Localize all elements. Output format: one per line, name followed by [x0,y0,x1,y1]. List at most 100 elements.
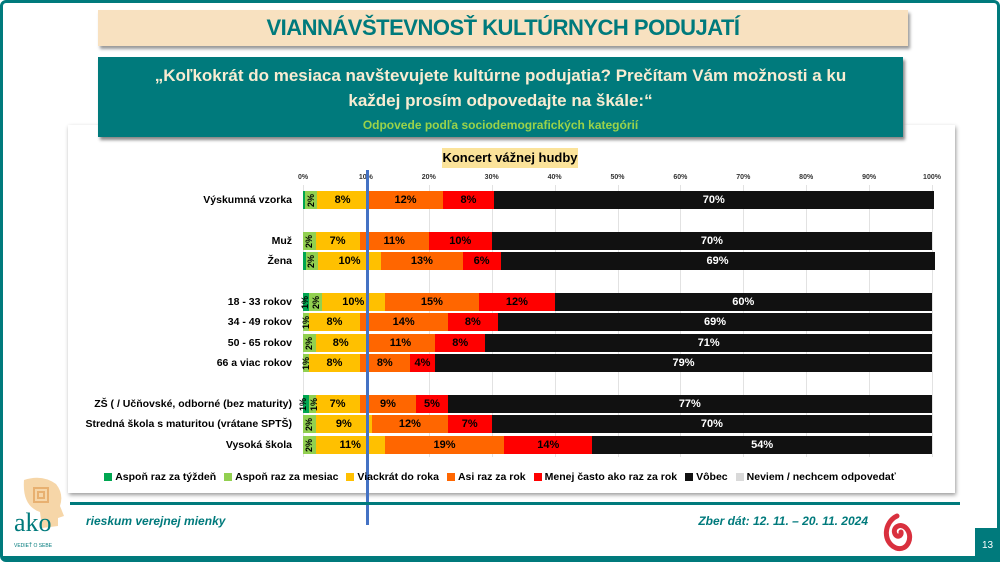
x-tick-label: 50% [610,174,625,181]
legend-swatch [533,473,542,481]
bar-segment [303,313,310,331]
bar-segment [309,395,316,413]
legend-swatch [104,473,113,481]
legend-label: Neviem / nechcem odpovedať [746,471,896,483]
x-tick-label: 70% [736,174,751,181]
legend-item: Asi raz za rok [446,471,526,483]
ako-logo-subtitle: VEDIEŤ O SEBE [14,543,53,549]
bar-segment [305,252,319,270]
ako-head-logo-icon [23,477,64,528]
category-label: 18 - 33 rokov [227,296,292,308]
bar-segment [303,334,316,352]
bar-segment [372,415,448,433]
bar-segment [359,354,410,372]
bar-segment [359,313,448,331]
reference-line [366,170,369,525]
footer-divider [70,502,960,505]
bar-segment [315,334,366,352]
bar-segment [435,354,932,372]
bar-segment [315,415,373,433]
bar-segment [462,252,501,270]
footer-date: Zber dát: 12. 11. – 20. 11. 2024 [698,514,868,528]
bar-segment [317,191,368,209]
chart-title: Koncert vážnej hudby [442,148,578,168]
category-label: 66 a viac rokov [216,357,292,369]
bar-segment [497,313,932,331]
x-tick-label: 100% [923,174,941,181]
legend-swatch [685,473,694,481]
bar-segment [359,395,417,413]
category-label: Výskumná vzorka [203,194,292,206]
legend-swatch [346,473,355,481]
x-tick-label: 60% [673,174,688,181]
x-tick-label: 10% [359,174,373,181]
x-tick-label: 30% [484,174,499,181]
bar-segment [384,436,505,454]
bar-segment [315,232,360,250]
bar-segment [309,354,360,372]
category-label: ZŠ ( / Učňovské, odborné (bez maturity) [94,398,292,410]
bar-segment [500,252,935,270]
spiral-logo-icon [883,513,913,552]
legend-item: Vôbec [685,471,728,483]
legend-label: Asi raz za rok [457,471,526,483]
bar-segment [315,436,385,454]
page-number: 13 [975,528,1000,562]
bar-segment [303,415,316,433]
bar-segment [303,232,316,250]
legend-item: Neviem / nechcem odpovedať [735,471,896,483]
bar-segment [479,293,555,311]
bar-segment [380,252,463,270]
bar-segment [491,232,932,250]
bar-segment [409,354,436,372]
bar-segment [493,191,934,209]
bar-segment [309,313,360,331]
bar-segment [303,293,310,311]
bar-segment [359,232,429,250]
bar-segment [303,191,305,209]
legend-swatch [735,473,744,481]
legend-label: Vôbec [696,471,728,483]
category-label: 34 - 49 rokov [227,316,292,328]
bar-segment [428,232,492,250]
legend-swatch [224,473,233,481]
ako-logo-text: ako [14,508,52,537]
category-label: Stredná škola s maturitou (vrátane SPTŠ) [85,418,292,430]
bar-segment [309,293,322,311]
bar-segment [365,334,436,352]
legend: Aspoň raz za týždeň Aspoň raz za mesiac Vi… [0,471,1000,483]
bar-segment [443,191,494,209]
bar-segment [491,415,932,433]
bar-segment [304,191,318,209]
slide-title: VIANNÁVŠTEVNOSŤ KULTÚRNYCH PODUJATÍ [98,10,908,46]
bar-segment [447,395,932,413]
legend-item: Aspoň raz za mesiac [224,471,338,483]
legend-label: Menej často ako raz za rok [544,471,678,483]
bar-segment [592,436,932,454]
bar-segment [504,436,593,454]
question-box: „Koľkokrát do mesiaca navštevujete kultú… [98,57,903,137]
legend-label: Aspoň raz za týždeň [115,471,217,483]
bar-segment [447,415,492,433]
gridline [932,185,933,457]
bar-segment [318,252,381,270]
bar-segment [303,395,310,413]
question-subtitle: Odpovede podľa sociodemografických kateg… [362,118,639,132]
legend-item: Viackrát do roka [346,471,439,483]
bar-segment [416,395,448,413]
x-tick-label: 40% [547,174,562,181]
category-label: Žena [267,255,292,267]
bar-segment [554,293,932,311]
legend-label: Viackrát do roka [357,471,439,483]
x-tick-label: 90% [862,174,877,181]
category-label: Vysoká škola [225,439,292,451]
bar-segment [384,293,480,311]
category-label: Muž [271,235,292,247]
bar-segment [303,436,316,454]
x-tick-label: 0% [297,174,309,181]
bar-segment [367,191,444,209]
bar-segment [447,313,498,331]
question-text: „Koľkokrát do mesiaca navštevujete kultú… [154,66,847,110]
x-tick-label: 80% [799,174,814,181]
bar-segment [303,252,306,270]
